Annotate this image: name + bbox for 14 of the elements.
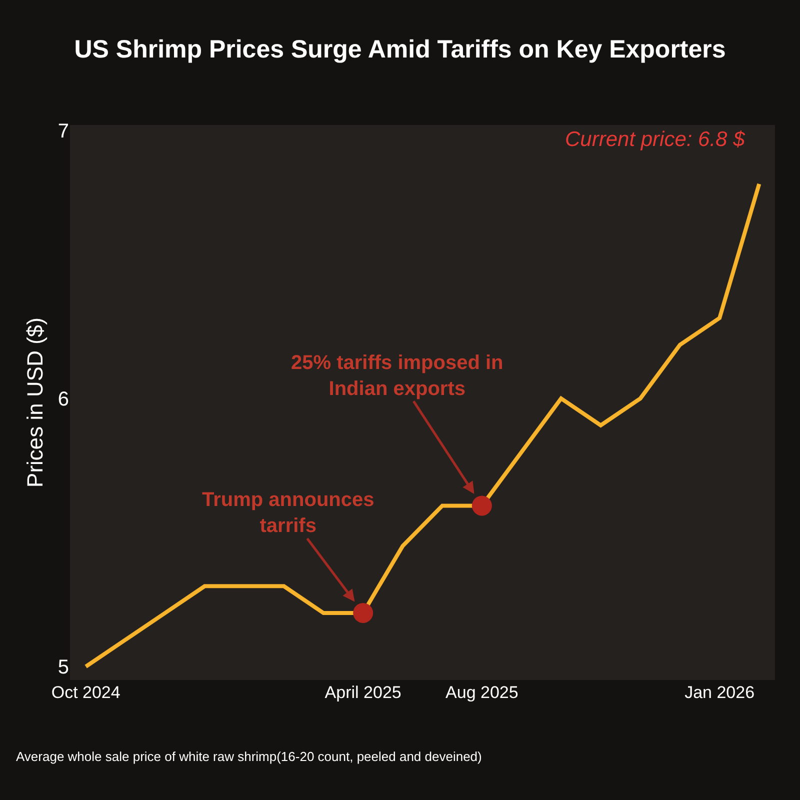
x-tick-label: Oct 2024 (51, 683, 120, 702)
y-tick-label: 7 (58, 120, 69, 142)
chart-title: US Shrimp Prices Surge Amid Tariffs on Key Exporters (74, 36, 726, 64)
y-tick-label: 5 (58, 656, 69, 679)
x-tick-label: Aug 2025 (446, 683, 518, 702)
text: Average whole sale price of white raw shrimp(16-20 count, peeled and deveined) (16, 749, 482, 764)
y-axis-title: Prices in USD ($) (22, 318, 48, 488)
x-tick-label: Jan 2026 (684, 683, 755, 702)
annotation: Trump announces tarrifs (202, 489, 374, 537)
y-tick-label: 6 (58, 388, 69, 410)
line-series (84, 182, 762, 669)
annotation: 25% tariffs imposed in Indian exports (291, 352, 504, 400)
x-tick-label: April 2025 (324, 683, 402, 702)
annotation: Current price: 6.8 $ (565, 128, 746, 151)
